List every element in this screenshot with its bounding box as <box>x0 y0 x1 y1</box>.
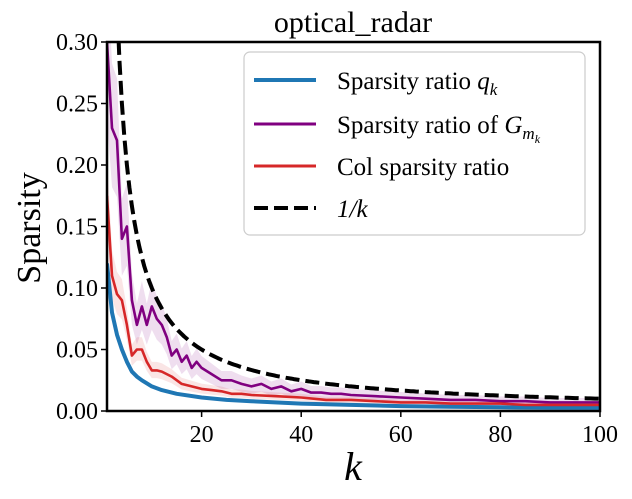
x-axis: 20 40 60 80 100 <box>190 411 618 448</box>
legend: Sparsity ratio qk Sparsity ratio of Gmk … <box>243 51 586 236</box>
x-tick-label: 80 <box>488 422 512 448</box>
x-tick-label: 40 <box>289 422 313 448</box>
series-line-inv <box>116 42 600 401</box>
legend-label-inv: 1/k <box>337 196 368 223</box>
x-tick-label: 100 <box>582 422 618 448</box>
series-line-col <box>107 195 600 407</box>
x-tick-label: 60 <box>389 422 413 448</box>
series-line-G <box>107 42 600 404</box>
x-tick-label: 20 <box>190 422 214 448</box>
y-tick-label: 0.00 <box>56 399 98 425</box>
y-tick-label: 0.05 <box>56 338 98 364</box>
chart-title: optical_radar <box>274 6 432 39</box>
x-axis-label: k <box>344 444 363 489</box>
y-tick-label: 0.20 <box>56 153 98 179</box>
y-tick-label: 0.25 <box>56 92 98 118</box>
legend-label-g: Sparsity ratio of Gmk <box>337 112 541 146</box>
y-axis-label: Sparsity <box>11 172 48 283</box>
y-tick-label: 0.30 <box>56 30 98 56</box>
legend-label-col: Col sparsity ratio <box>337 154 509 181</box>
legend-label-q: Sparsity ratio qk <box>337 68 498 99</box>
y-tick-label: 0.15 <box>56 215 98 241</box>
series-layer <box>107 42 600 410</box>
series-line-q <box>107 263 600 410</box>
y-axis: 0.00 0.05 0.10 0.15 0.20 0.25 0.30 <box>56 30 107 425</box>
legend-box <box>243 51 586 236</box>
y-tick-label: 0.10 <box>56 276 98 302</box>
